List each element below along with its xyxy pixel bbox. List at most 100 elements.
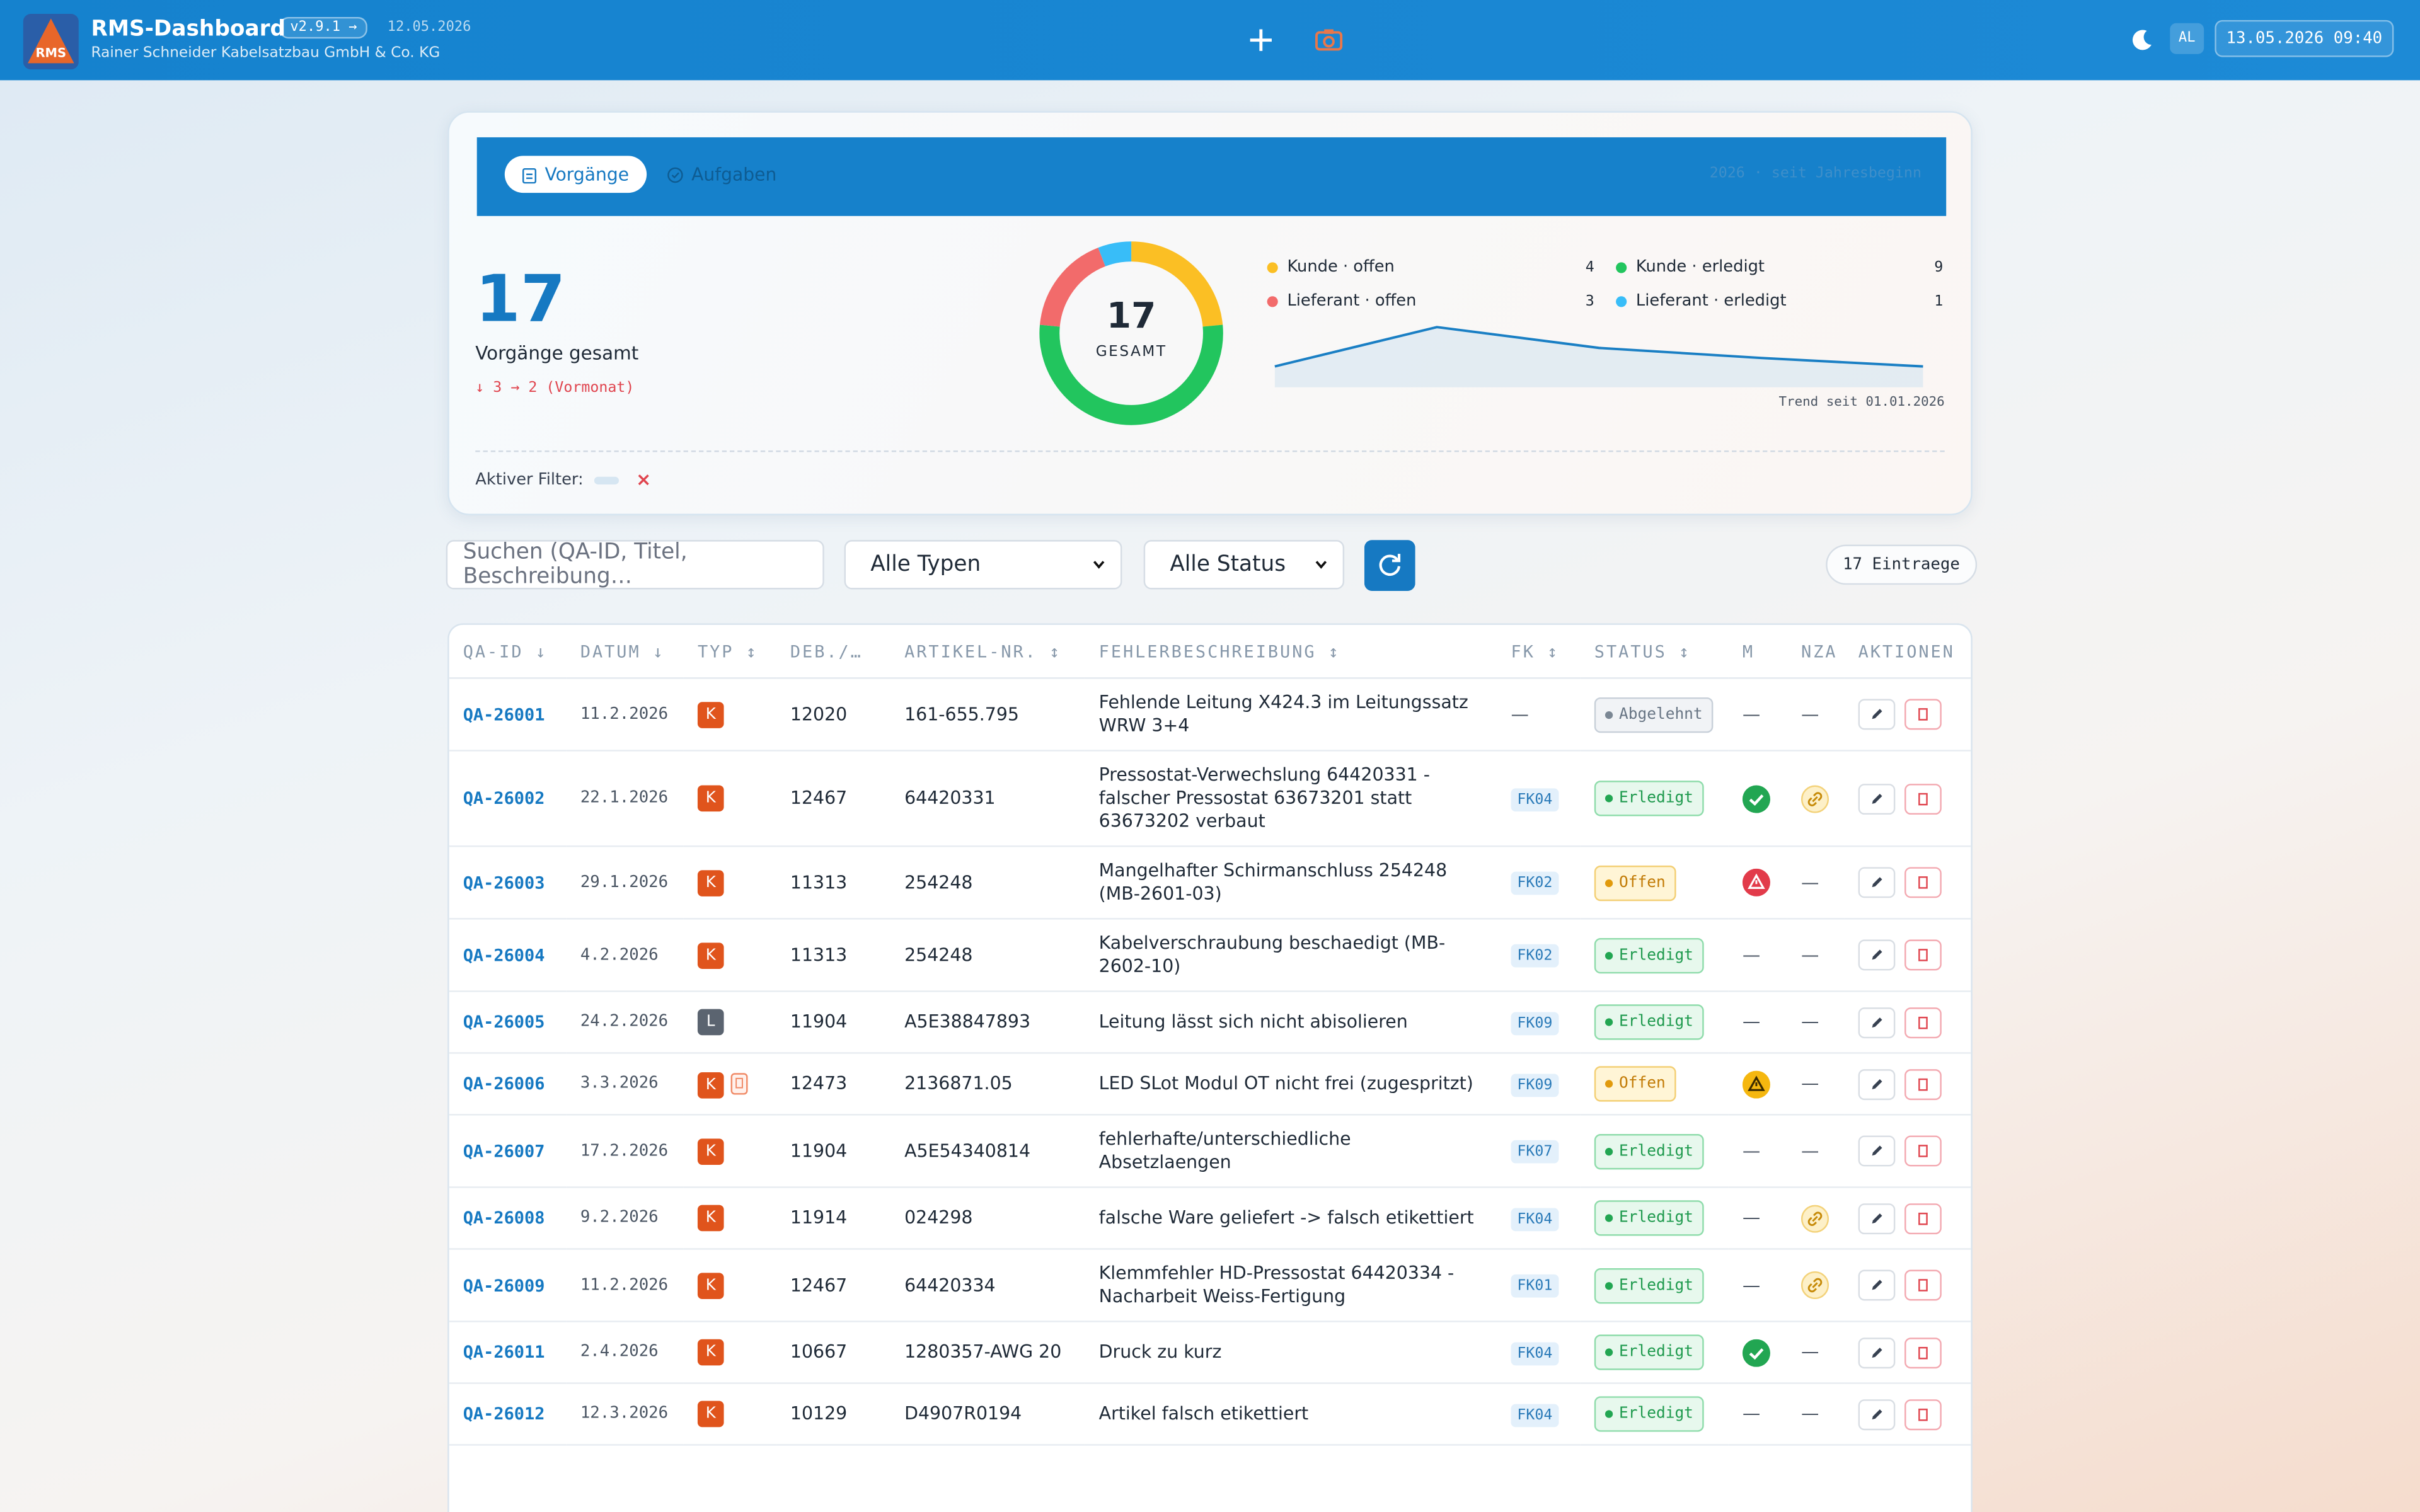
status-pill: Erledigt bbox=[1594, 1396, 1705, 1432]
edit-button[interactable] bbox=[1858, 1398, 1896, 1429]
tab[interactable]: Aufgaben bbox=[650, 156, 793, 193]
status-dot bbox=[1605, 794, 1613, 803]
description-cell: LED SLot Modul OT nicht frei (zugespritz… bbox=[1085, 1053, 1497, 1116]
empty-dash: — bbox=[1511, 702, 1529, 724]
type-badge: K bbox=[697, 1205, 724, 1232]
edit-button[interactable] bbox=[1858, 1006, 1896, 1038]
article-cell: A5E38847893 bbox=[890, 991, 1085, 1054]
delete-button[interactable] bbox=[1904, 1068, 1942, 1099]
edit-icon bbox=[1872, 1145, 1882, 1156]
refresh-button[interactable] bbox=[1364, 540, 1415, 591]
delete-button[interactable] bbox=[1904, 1398, 1942, 1429]
column-header: DATUM ↓ bbox=[566, 624, 684, 679]
edit-icon bbox=[1872, 1408, 1882, 1419]
status-cell: Abgelehnt bbox=[1580, 678, 1729, 752]
camera-button[interactable] bbox=[1313, 26, 1344, 54]
qa-id-link[interactable]: QA-26002 bbox=[449, 750, 567, 847]
edit-icon bbox=[1872, 949, 1882, 960]
qa-id-link[interactable]: QA-26005 bbox=[449, 991, 567, 1054]
column-header: ARTIKEL-NR. ↕ bbox=[890, 624, 1085, 679]
delete-button[interactable] bbox=[1904, 867, 1942, 898]
actions-cell bbox=[1844, 1321, 1971, 1384]
delete-button[interactable] bbox=[1904, 782, 1942, 814]
nza-icon-link-part bbox=[1801, 1271, 1829, 1300]
edit-button[interactable] bbox=[1858, 939, 1896, 971]
delete-icon-part bbox=[1918, 1407, 1928, 1421]
donut-segment bbox=[1039, 324, 1223, 425]
edit-button[interactable] bbox=[1858, 1337, 1896, 1368]
fk-badge: FK04 bbox=[1511, 1341, 1559, 1365]
nza-cell: — bbox=[1787, 678, 1845, 752]
delete-button[interactable] bbox=[1904, 1337, 1942, 1368]
total-label: Vorgänge gesamt bbox=[475, 342, 639, 364]
nza-icon-link bbox=[1801, 1271, 1829, 1300]
release-date: 12.05.2026 bbox=[387, 20, 471, 36]
qa-id-link[interactable]: QA-26008 bbox=[449, 1187, 567, 1250]
fk-badge: FK09 bbox=[1511, 1073, 1559, 1096]
clear-filter[interactable] bbox=[637, 474, 650, 486]
status-select[interactable]: Alle Status bbox=[1143, 540, 1345, 590]
m-cell bbox=[1728, 1053, 1787, 1116]
m-cell: — bbox=[1728, 1187, 1787, 1250]
status-dot bbox=[1605, 1348, 1613, 1356]
actions-cell bbox=[1844, 919, 1971, 992]
status-text: Offen bbox=[1618, 1075, 1666, 1092]
edit-button[interactable] bbox=[1858, 1135, 1896, 1167]
edit-button[interactable] bbox=[1858, 1202, 1896, 1234]
edit-button[interactable] bbox=[1858, 1068, 1896, 1099]
delete-button[interactable] bbox=[1904, 939, 1942, 971]
delete-button[interactable] bbox=[1904, 1202, 1942, 1234]
delete-icon-part bbox=[1918, 1016, 1928, 1029]
qa-id-link[interactable]: QA-26011 bbox=[449, 1321, 567, 1384]
delete-button[interactable] bbox=[1904, 699, 1942, 730]
description-cell: falsche Ware geliefert -> falsch etikett… bbox=[1085, 1187, 1497, 1250]
status-dot bbox=[1605, 1080, 1613, 1088]
edit-button[interactable] bbox=[1858, 699, 1896, 730]
empty-dash: — bbox=[1801, 702, 1819, 724]
delete-button[interactable] bbox=[1904, 1269, 1942, 1301]
description-cell: Klemmfehler HD-Pressostat 64420334 - Nac… bbox=[1085, 1249, 1497, 1322]
date-cell: 4.2.2026 bbox=[566, 919, 684, 992]
version-badge[interactable]: v2.9.1 → bbox=[279, 16, 368, 39]
delete-button[interactable] bbox=[1904, 1135, 1942, 1167]
search-input[interactable]: Suchen (QA-ID, Titel, Beschreibung… bbox=[446, 540, 824, 590]
delete-icon-part bbox=[1918, 876, 1928, 889]
article-cell: 254248 bbox=[890, 919, 1085, 992]
qa-id-link[interactable]: QA-26006 bbox=[449, 1053, 567, 1116]
qa-id-link[interactable]: QA-26001 bbox=[449, 678, 567, 752]
header-row: QA-ID ↓ DATUM ↓ TYP ↕ DEB./… ARTIKEL-NR. ↕ FE… bbox=[449, 624, 1971, 679]
status-cell: Erledigt bbox=[1580, 1249, 1729, 1322]
empty-dash: — bbox=[1742, 1402, 1761, 1424]
m-cell bbox=[1728, 846, 1787, 920]
qa-id-link[interactable]: QA-26009 bbox=[449, 1249, 567, 1322]
description-cell: Kabelverschraubung beschaedigt (MB-2602-… bbox=[1085, 919, 1497, 992]
status-text: Erledigt bbox=[1618, 1344, 1693, 1361]
fk-cell: FK04 bbox=[1497, 1383, 1581, 1446]
delete-button[interactable] bbox=[1904, 1006, 1942, 1038]
edit-button[interactable] bbox=[1858, 1269, 1896, 1301]
tab-icon bbox=[667, 166, 683, 182]
edit-button[interactable] bbox=[1858, 782, 1896, 814]
type-select[interactable]: Alle Typen bbox=[844, 540, 1122, 590]
user-avatar[interactable]: AL bbox=[2170, 23, 2204, 54]
m-icon-check bbox=[1742, 1338, 1770, 1366]
article-cell: A5E54340814 bbox=[890, 1114, 1085, 1188]
empty-dash: — bbox=[1801, 1011, 1819, 1033]
qa-id-link[interactable]: QA-26012 bbox=[449, 1383, 567, 1446]
article-cell: 2136871.05 bbox=[890, 1053, 1085, 1116]
theme-toggle[interactable] bbox=[2130, 28, 2155, 52]
tab[interactable]: Vorgänge bbox=[504, 156, 647, 193]
nza-icon-link-part bbox=[1807, 791, 1823, 806]
date-cell: 3.3.2026 bbox=[566, 1053, 684, 1116]
chevron bbox=[1315, 561, 1327, 569]
summary-card: Vorgänge Aufgaben 2026 · seit Jahresbegi… bbox=[447, 111, 1973, 515]
add-button[interactable] bbox=[1248, 28, 1273, 52]
qa-id-link[interactable]: QA-26003 bbox=[449, 846, 567, 920]
qa-id-link[interactable]: QA-26004 bbox=[449, 919, 567, 992]
status-dot bbox=[1605, 1214, 1613, 1222]
delete-icon bbox=[1918, 1016, 1928, 1029]
status-text: Erledigt bbox=[1618, 946, 1693, 964]
edit-button[interactable] bbox=[1858, 867, 1896, 898]
legend-dot bbox=[1616, 261, 1627, 273]
qa-id-link[interactable]: QA-26007 bbox=[449, 1114, 567, 1188]
